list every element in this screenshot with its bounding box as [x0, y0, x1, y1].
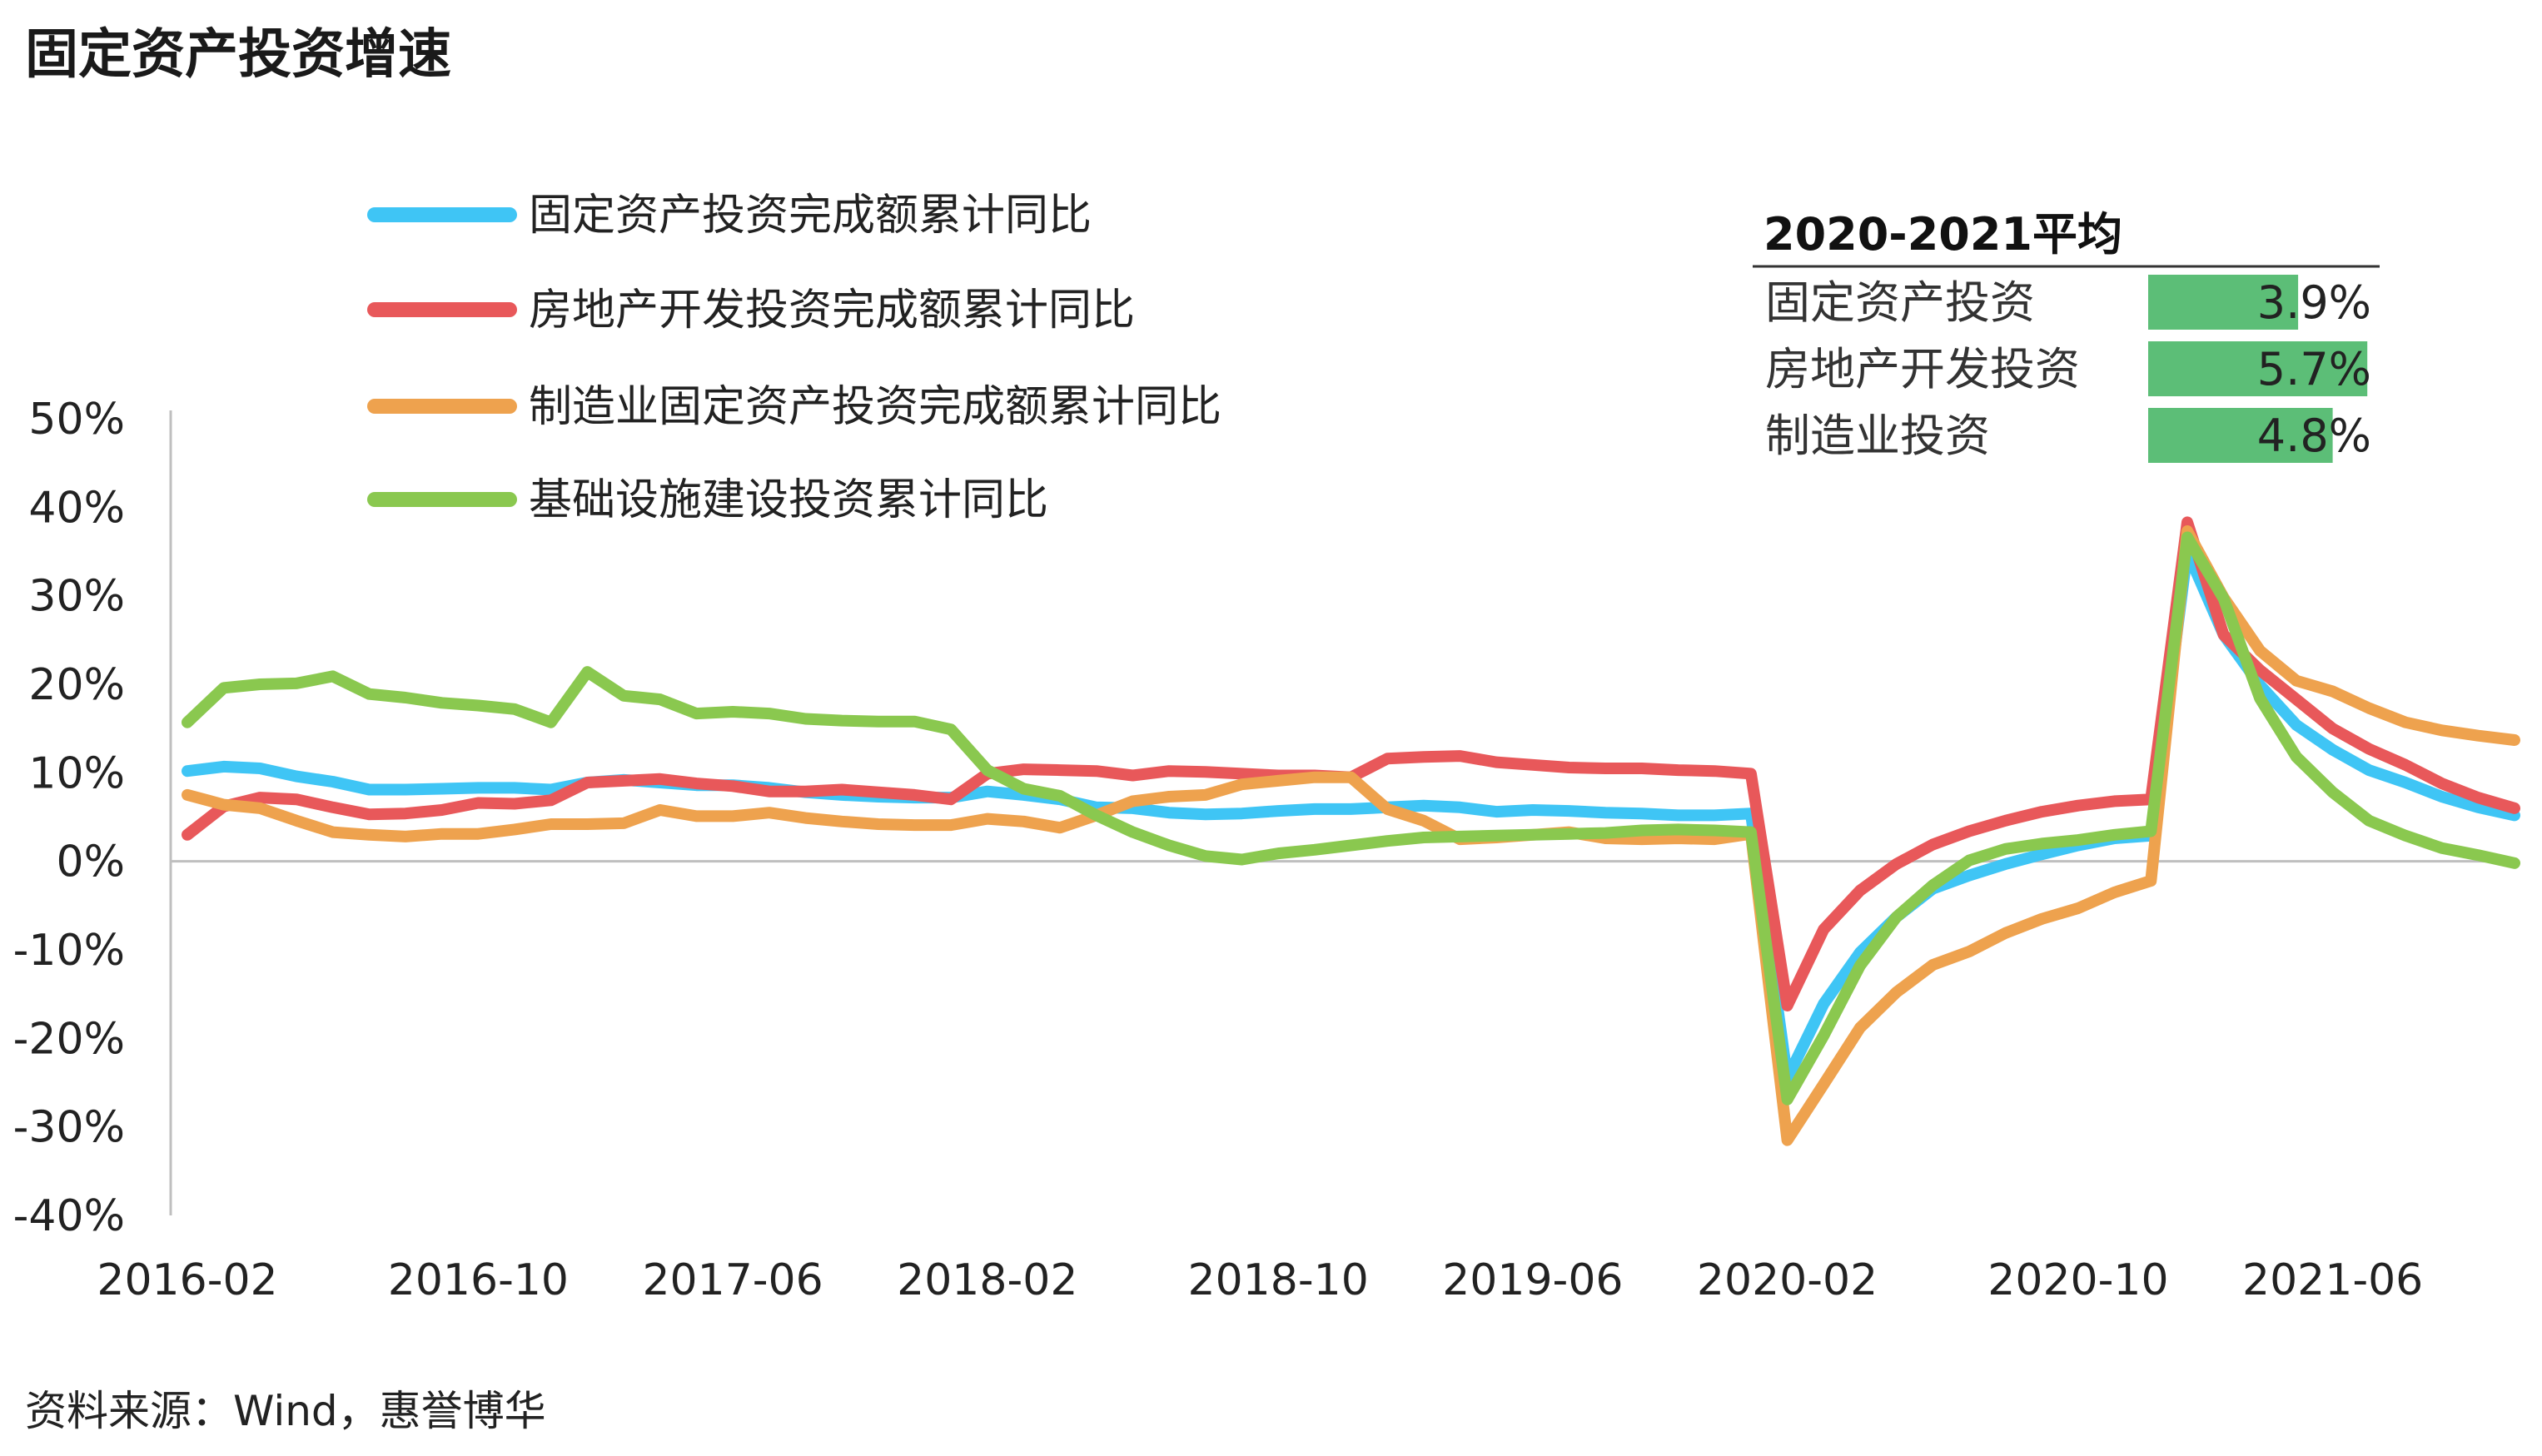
legend-label-1: 固定资产投资完成额累计同比 — [529, 191, 1092, 241]
y-tick-label: -10% — [13, 926, 125, 976]
x-tick-label: 2020-10 — [1987, 1255, 2168, 1305]
y-tick-label: 50% — [28, 395, 125, 445]
y-tick-label: 0% — [57, 837, 126, 887]
legend-label-3: 制造业固定资产投资完成额累计同比 — [529, 382, 1221, 432]
x-axis: 2016-02 2016-10 2017-06 2018-02 2018-10 2019-… — [97, 1255, 2423, 1305]
inset-bar-2 — [2148, 341, 2368, 396]
series-line-4 — [182, 531, 2520, 1106]
inset-row-label-3: 制造业投资 — [1765, 410, 1990, 462]
inset-row-label-2: 房地产开发投资 — [1765, 343, 2080, 395]
x-tick-label: 2021-06 — [2242, 1255, 2423, 1305]
inset-row-value-1: 3.9% — [2257, 276, 2371, 329]
y-tick-label: -40% — [13, 1191, 125, 1241]
inset-row-value-2: 5.7% — [2257, 343, 2371, 395]
y-tick-label: 40% — [28, 483, 125, 533]
y-tick-label: 20% — [28, 660, 125, 710]
x-tick-label: 2018-02 — [897, 1255, 1077, 1305]
y-tick-label: 30% — [28, 572, 125, 622]
inset-row-value-3: 4.8% — [2257, 410, 2371, 462]
inset-title: 2020-2021平均 — [1763, 208, 2122, 261]
x-tick-label: 2017-06 — [642, 1255, 823, 1305]
legend-label-4: 基础设施建设投资累计同比 — [529, 475, 1048, 525]
inset-bar-3 — [2148, 408, 2333, 463]
x-tick-label: 2018-10 — [1188, 1255, 1369, 1305]
chart-title: 固定资产投资增速 — [25, 23, 451, 86]
inset-row-label-1: 固定资产投资 — [1765, 276, 2035, 329]
series-lines — [182, 516, 2520, 1146]
inset-bar-1 — [2148, 275, 2299, 330]
y-tick-label: -30% — [13, 1103, 125, 1153]
x-tick-label: 2016-10 — [388, 1255, 569, 1305]
x-tick-label: 2019-06 — [1442, 1255, 1623, 1305]
legend: 固定资产投资完成额累计同比房地产开发投资完成额累计同比制造业固定资产投资完成额累… — [367, 191, 1221, 525]
y-tick-label: -20% — [13, 1014, 125, 1064]
x-tick-label: 2016-02 — [97, 1255, 277, 1305]
legend-label-2: 房地产开发投资完成额累计同比 — [529, 286, 1135, 335]
y-tick-label: 10% — [28, 748, 125, 798]
x-tick-label: 2020-02 — [1697, 1255, 1878, 1305]
series-line-1 — [182, 545, 2520, 1085]
source-note: 资料来源：Wind，惠誉博华 — [25, 1387, 546, 1435]
y-axis: 50% 40% 30% 20% 10% 0% -10% -20% -30% -40% — [13, 395, 2519, 1241]
series-line-3 — [182, 525, 2520, 1146]
